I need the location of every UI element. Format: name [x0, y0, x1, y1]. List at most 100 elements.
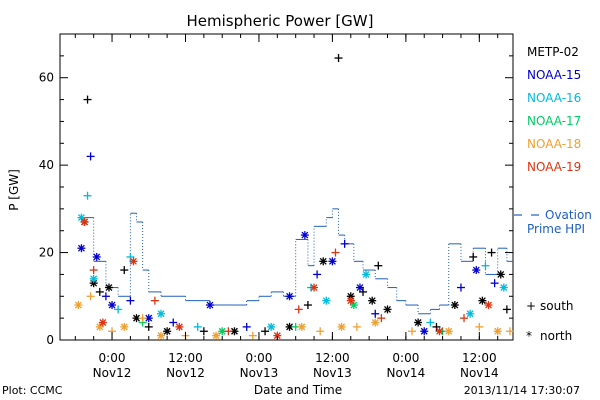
- legend-entry: NOAA-17: [527, 114, 581, 128]
- north-point: [496, 270, 505, 279]
- north-point: [120, 322, 129, 331]
- south-point: [150, 296, 159, 305]
- x-tick-label: 0:00: [392, 351, 419, 365]
- south-point: [352, 322, 361, 331]
- south-point: [114, 305, 123, 314]
- north-point: [108, 301, 117, 310]
- north-point: [371, 318, 380, 327]
- north-point: [175, 322, 184, 331]
- north-point: [450, 301, 459, 310]
- south-point: [126, 252, 135, 261]
- north-point: [157, 309, 166, 318]
- south-point: [334, 54, 343, 63]
- north-point: [414, 318, 423, 327]
- north-point: [484, 301, 493, 310]
- marker-legend-label: north: [540, 329, 572, 343]
- south-point: [303, 301, 312, 310]
- north-point: [435, 327, 444, 336]
- south-point: [502, 305, 511, 314]
- legend-entry: NOAA-16: [527, 91, 581, 105]
- south-point: [340, 239, 349, 248]
- north-point: [212, 331, 221, 340]
- south-point: [199, 327, 208, 336]
- y-tick-label: 60: [39, 71, 54, 85]
- north-point: [328, 257, 337, 266]
- south-point: [490, 279, 499, 288]
- north-point: [310, 283, 319, 292]
- north-point: [157, 331, 166, 340]
- south-point: [242, 322, 251, 331]
- north-point: [319, 257, 328, 266]
- north-point: [466, 309, 475, 318]
- y-tick-label: 0: [46, 333, 54, 347]
- south-point: [95, 287, 104, 296]
- south-point: [313, 270, 322, 279]
- south-point: [126, 296, 135, 305]
- north-point: [98, 318, 107, 327]
- north-point: [267, 322, 276, 331]
- north-point: [132, 314, 141, 323]
- legend-entry: METP-02: [527, 45, 579, 59]
- x-tick-date-label: Nov13: [240, 366, 279, 380]
- north-point: [89, 274, 98, 283]
- marker-legend-symbol: *: [526, 329, 532, 343]
- south-point: [407, 327, 416, 336]
- north-point: [444, 327, 453, 336]
- legend-entry: NOAA-15: [527, 68, 581, 82]
- north-point: [346, 296, 355, 305]
- x-tick-date-label: Nov13: [313, 366, 352, 380]
- x-tick-label: 0:00: [245, 351, 272, 365]
- south-point: [101, 292, 110, 301]
- legend-entry: NOAA-19: [527, 160, 581, 174]
- south-point: [83, 95, 92, 104]
- south-point: [83, 191, 92, 200]
- north-point: [285, 292, 294, 301]
- north-point: [472, 266, 481, 275]
- south-point: [224, 327, 233, 336]
- south-point: [374, 261, 383, 270]
- south-point: [469, 252, 478, 261]
- south-point: [481, 261, 490, 270]
- north-point: [355, 283, 364, 292]
- north-point: [322, 296, 331, 305]
- south-point: [505, 327, 514, 336]
- north-point: [92, 252, 101, 261]
- north-point: [77, 213, 86, 222]
- chart-title: Hemispheric Power [GW]: [187, 12, 374, 30]
- footer-credit: Plot: CCMC: [2, 384, 63, 397]
- x-tick-date-label: Nov12: [166, 366, 205, 380]
- north-point: [349, 301, 358, 310]
- north-point: [104, 283, 113, 292]
- south-point: [316, 327, 325, 336]
- south-point: [475, 322, 484, 331]
- north-point: [337, 322, 346, 331]
- south-point: [169, 318, 178, 327]
- south-point: [294, 305, 303, 314]
- north-point: [300, 231, 309, 240]
- south-point: [120, 266, 129, 275]
- x-tick-date-label: Nov14: [460, 366, 499, 380]
- south-point: [144, 322, 153, 331]
- y-tick-label: 40: [39, 158, 54, 172]
- y-tick-label: 20: [39, 246, 54, 260]
- north-point: [74, 301, 83, 310]
- north-point: [368, 296, 377, 305]
- footer-timestamp: 2013/11/14 17:30:07: [464, 384, 580, 397]
- north-point: [163, 327, 172, 336]
- north-point: [362, 270, 371, 279]
- x-tick-date-label: Nov12: [93, 366, 132, 380]
- south-point: [86, 292, 95, 301]
- marker-legend-symbol: +: [526, 299, 536, 313]
- north-point: [420, 327, 429, 336]
- north-point: [493, 327, 502, 336]
- ovation-legend-label: Ovation: [545, 208, 592, 222]
- north-point: [499, 283, 508, 292]
- south-point: [261, 327, 270, 336]
- north-point: [80, 217, 89, 226]
- north-point: [129, 257, 138, 266]
- south-point: [487, 248, 496, 257]
- x-tick-label: 12:00: [315, 351, 350, 365]
- south-point: [193, 322, 202, 331]
- north-point: [297, 322, 306, 331]
- y-axis-label: P [GW]: [7, 169, 21, 211]
